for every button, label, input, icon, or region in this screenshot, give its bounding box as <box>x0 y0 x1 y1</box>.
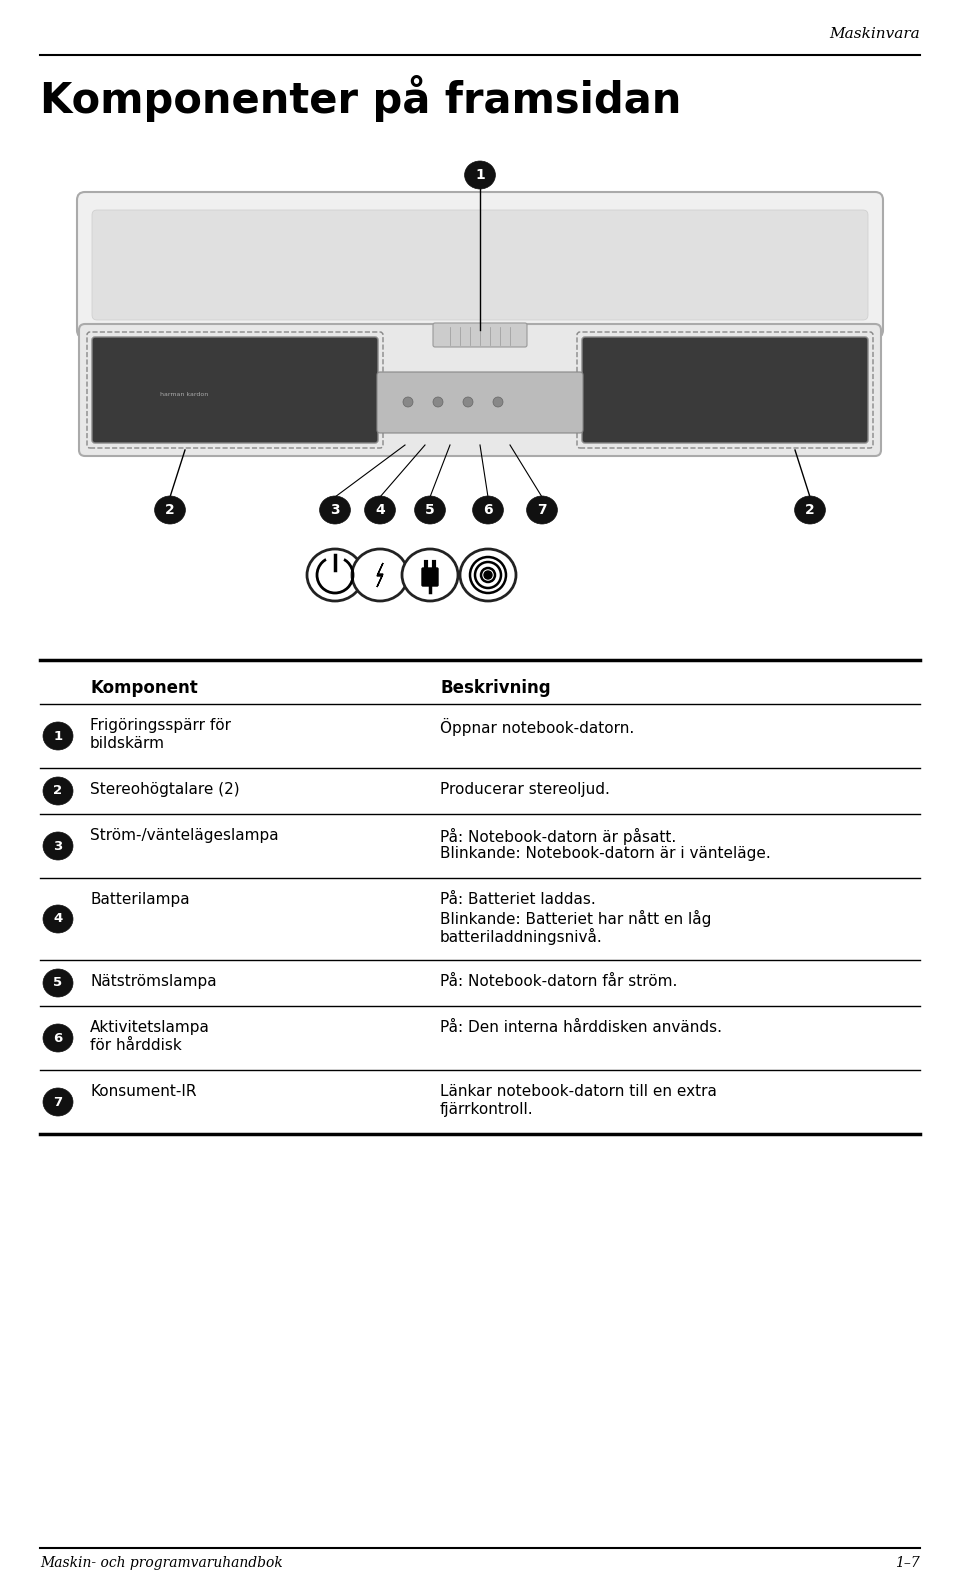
Text: Blinkande: Batteriet har nått en låg: Blinkande: Batteriet har nått en låg <box>440 910 711 927</box>
Text: Komponent: Komponent <box>90 678 198 697</box>
Text: 2: 2 <box>805 503 815 517</box>
Ellipse shape <box>43 721 73 750</box>
Ellipse shape <box>795 496 826 523</box>
Text: 4: 4 <box>54 913 62 926</box>
Text: Stereohögtalare (2): Stereohögtalare (2) <box>90 782 240 796</box>
Text: På: Notebook-datorn är påsatt.: På: Notebook-datorn är påsatt. <box>440 828 676 844</box>
FancyBboxPatch shape <box>582 337 868 444</box>
Text: 6: 6 <box>54 1031 62 1044</box>
Text: Aktivitetslampa: Aktivitetslampa <box>90 1020 210 1034</box>
Ellipse shape <box>527 496 558 523</box>
Text: Maskinvara: Maskinvara <box>829 27 920 41</box>
Text: På: Notebook-datorn får ström.: På: Notebook-datorn får ström. <box>440 974 678 990</box>
Text: för hårddisk: för hårddisk <box>90 1037 181 1053</box>
Text: 1: 1 <box>54 729 62 742</box>
FancyBboxPatch shape <box>92 211 868 321</box>
Text: Konsument-IR: Konsument-IR <box>90 1084 197 1100</box>
Ellipse shape <box>352 549 408 602</box>
Text: 7: 7 <box>54 1095 62 1109</box>
Text: På: Batteriet laddas.: På: Batteriet laddas. <box>440 892 596 907</box>
Text: 7: 7 <box>538 503 547 517</box>
Text: Komponenter på framsidan: Komponenter på framsidan <box>40 75 682 121</box>
Text: fjärrkontroll.: fjärrkontroll. <box>440 1101 534 1117</box>
Ellipse shape <box>460 549 516 602</box>
Polygon shape <box>377 563 383 587</box>
Text: Blinkande: Notebook-datorn är i vänteläge.: Blinkande: Notebook-datorn är i vänteläg… <box>440 846 771 860</box>
FancyBboxPatch shape <box>92 337 378 444</box>
Ellipse shape <box>43 1025 73 1052</box>
Ellipse shape <box>43 777 73 804</box>
Text: 1: 1 <box>475 168 485 182</box>
Ellipse shape <box>472 496 503 523</box>
Text: 2: 2 <box>54 785 62 798</box>
FancyBboxPatch shape <box>422 568 438 586</box>
Text: 3: 3 <box>330 503 340 517</box>
Text: Frigöringsspärr för: Frigöringsspärr för <box>90 718 231 733</box>
Text: Öppnar notebook-datorn.: Öppnar notebook-datorn. <box>440 718 635 736</box>
Ellipse shape <box>465 161 495 188</box>
Ellipse shape <box>43 1088 73 1116</box>
Ellipse shape <box>365 496 396 523</box>
Ellipse shape <box>307 549 363 602</box>
Text: bildskärm: bildskärm <box>90 736 165 752</box>
Text: 5: 5 <box>425 503 435 517</box>
Circle shape <box>403 397 413 407</box>
Ellipse shape <box>155 496 185 523</box>
FancyBboxPatch shape <box>79 324 881 456</box>
Text: Batterilampa: Batterilampa <box>90 892 190 907</box>
FancyBboxPatch shape <box>433 322 527 346</box>
Text: Maskin- och programvaruhandbok: Maskin- och programvaruhandbok <box>40 1556 283 1570</box>
Text: 3: 3 <box>54 839 62 852</box>
Text: harman kardon: harman kardon <box>160 393 208 397</box>
Text: 6: 6 <box>483 503 492 517</box>
Ellipse shape <box>415 496 445 523</box>
Circle shape <box>493 397 503 407</box>
Text: 1–7: 1–7 <box>896 1556 920 1570</box>
Ellipse shape <box>320 496 350 523</box>
Ellipse shape <box>402 549 458 602</box>
FancyBboxPatch shape <box>377 372 583 433</box>
Circle shape <box>433 397 443 407</box>
Text: På: Den interna hårddisken används.: På: Den interna hårddisken används. <box>440 1020 722 1034</box>
Text: 4: 4 <box>375 503 385 517</box>
Text: 5: 5 <box>54 977 62 990</box>
Ellipse shape <box>43 832 73 860</box>
Text: Beskrivning: Beskrivning <box>440 678 551 697</box>
Ellipse shape <box>43 905 73 934</box>
Circle shape <box>463 397 473 407</box>
Text: batteriladdningsnivå.: batteriladdningsnivå. <box>440 927 603 945</box>
Circle shape <box>484 571 492 579</box>
FancyBboxPatch shape <box>77 192 883 338</box>
Text: Ström-/väntelägeslampa: Ström-/väntelägeslampa <box>90 828 278 843</box>
Text: Nätströmslampa: Nätströmslampa <box>90 974 217 990</box>
Text: Länkar notebook-datorn till en extra: Länkar notebook-datorn till en extra <box>440 1084 717 1100</box>
Text: Producerar stereoljud.: Producerar stereoljud. <box>440 782 610 796</box>
Ellipse shape <box>43 969 73 998</box>
Text: 2: 2 <box>165 503 175 517</box>
